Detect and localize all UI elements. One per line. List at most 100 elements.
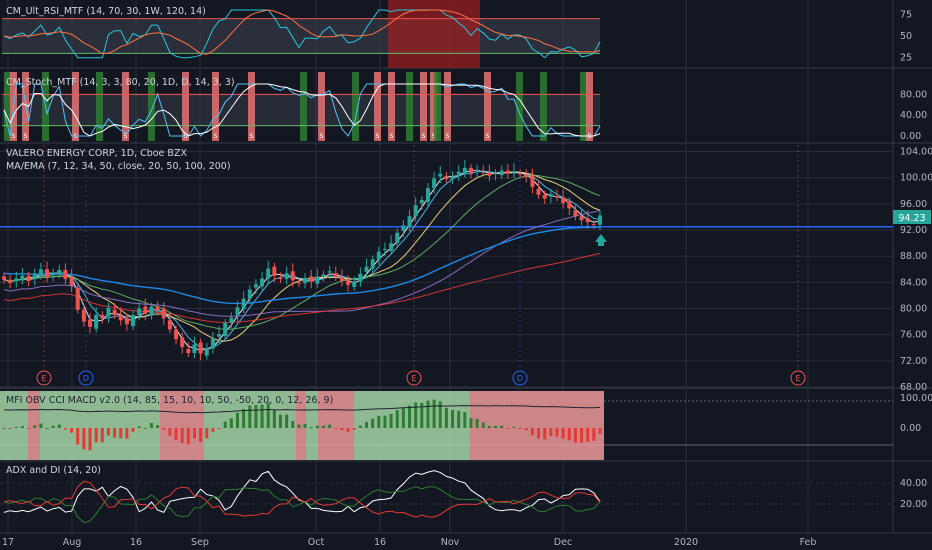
moving-average-line <box>3 170 601 350</box>
candle-body <box>118 315 123 321</box>
candle-body <box>192 344 197 353</box>
earnings-marker <box>406 370 422 386</box>
candle-body <box>346 279 351 285</box>
stoch-tick: 40.00 <box>900 110 927 121</box>
macd-histogram-bar <box>143 427 147 429</box>
macd-histogram-bar <box>88 428 92 451</box>
candle-body <box>210 338 215 349</box>
stoch-signal-bar <box>148 72 155 141</box>
macd-histogram-bar <box>131 428 135 432</box>
candle-body <box>290 271 295 281</box>
candle-body <box>2 276 6 280</box>
candle-body <box>45 269 50 278</box>
macd-histogram-bar <box>322 425 326 428</box>
macd-histogram-bar <box>420 402 424 428</box>
stoch-sell-marker: S <box>250 133 254 140</box>
macd-histogram-bar <box>408 405 412 428</box>
candle-body <box>450 176 455 180</box>
candle-body <box>456 171 461 175</box>
moving-average-line <box>3 174 601 330</box>
candle-body <box>14 278 19 282</box>
moving-average-line <box>3 252 601 323</box>
candle-body <box>198 342 203 354</box>
x-axis-label: 2020 <box>674 537 698 548</box>
stoch-signal-bar <box>122 72 129 141</box>
candle-body <box>260 278 265 287</box>
macd-histogram-bar <box>487 426 491 428</box>
stoch-signal-bar <box>540 72 547 141</box>
macd-zone <box>470 391 604 460</box>
candle-body <box>57 269 62 275</box>
macd-histogram-bar <box>346 428 350 432</box>
candle-body <box>88 319 93 327</box>
macd-histogram-bar <box>426 400 430 428</box>
candle-body <box>598 215 602 225</box>
macd-histogram-bar <box>57 424 61 428</box>
macd-histogram-bar <box>223 421 227 428</box>
candle-body <box>174 329 179 340</box>
candle-body <box>389 243 394 251</box>
macd-histogram-bar <box>45 427 49 429</box>
macd-histogram-bar <box>174 428 178 440</box>
candle-body <box>155 306 160 311</box>
candle-body <box>524 174 529 178</box>
adx-line <box>3 480 601 518</box>
macd-histogram-bar <box>309 427 313 429</box>
macd-histogram-bar <box>537 428 541 439</box>
last-price-badge: 94.23 <box>893 210 931 224</box>
macd-histogram-bar <box>303 423 307 428</box>
macd-histogram-bar <box>334 428 338 429</box>
macd-line <box>3 405 601 414</box>
macd-tick: 0.00 <box>900 423 921 434</box>
stoch-signal-bar <box>420 72 427 141</box>
candle-body <box>217 334 222 337</box>
macd-histogram-bar <box>444 407 448 428</box>
macd-histogram-bar <box>389 414 393 428</box>
candle-body <box>180 337 185 348</box>
candle-body <box>69 277 74 286</box>
price-axis: 17 Aug 16 Sep Oct 16 Nov Dec 2020 Feb 104.00 100.00… <box>2 9 932 548</box>
macd-title: MFI OBV CCI MACD v2.0 (14, 85, 15, 10, 1… <box>6 395 333 406</box>
macd-histogram-bar <box>82 428 86 450</box>
macd-zone <box>318 391 354 460</box>
macd-histogram-bar <box>371 418 375 428</box>
price-tick: 104.00 <box>900 147 932 158</box>
macd-histogram-bar <box>573 428 577 443</box>
candle-body <box>112 309 117 316</box>
macd-histogram-bar <box>168 428 172 436</box>
stoch-signal-bar <box>182 72 189 141</box>
candle-body <box>401 225 406 231</box>
candle-body <box>149 306 154 316</box>
earnings-marker <box>36 370 52 386</box>
macd-histogram-bar <box>512 427 516 429</box>
x-axis-label: Nov <box>441 537 460 548</box>
macd-histogram-bar <box>278 414 282 428</box>
macd-histogram-bar <box>51 425 55 428</box>
rsi-title: CM_Ult_RSI_MTF (14, 70, 30, 1W, 120, 14) <box>6 6 206 17</box>
candle-body <box>554 196 559 198</box>
candle-body <box>303 278 308 284</box>
candle-body <box>444 175 449 180</box>
macd-tick: 100.00 <box>900 393 932 404</box>
candle-body <box>296 282 301 284</box>
candle-body <box>131 315 136 327</box>
price-tick: 88.00 <box>900 251 927 262</box>
x-axis-label: 16 <box>130 537 142 548</box>
macd-histogram-bar <box>365 421 369 428</box>
macd-histogram-bar <box>297 424 301 428</box>
stoch-signal-bar <box>300 72 307 141</box>
candle-body <box>161 308 166 319</box>
macd-histogram-bar <box>27 428 31 429</box>
price-tick: 100.00 <box>900 173 932 184</box>
macd-histogram-bar <box>432 399 436 428</box>
x-axis-label: Oct <box>308 537 325 548</box>
macd-histogram-bar <box>272 409 276 428</box>
candle-body <box>499 170 504 176</box>
stoch-signal-bar <box>374 72 381 141</box>
candle-body <box>542 194 547 199</box>
candle-body <box>493 173 498 175</box>
stoch-signal-bar <box>96 72 103 141</box>
